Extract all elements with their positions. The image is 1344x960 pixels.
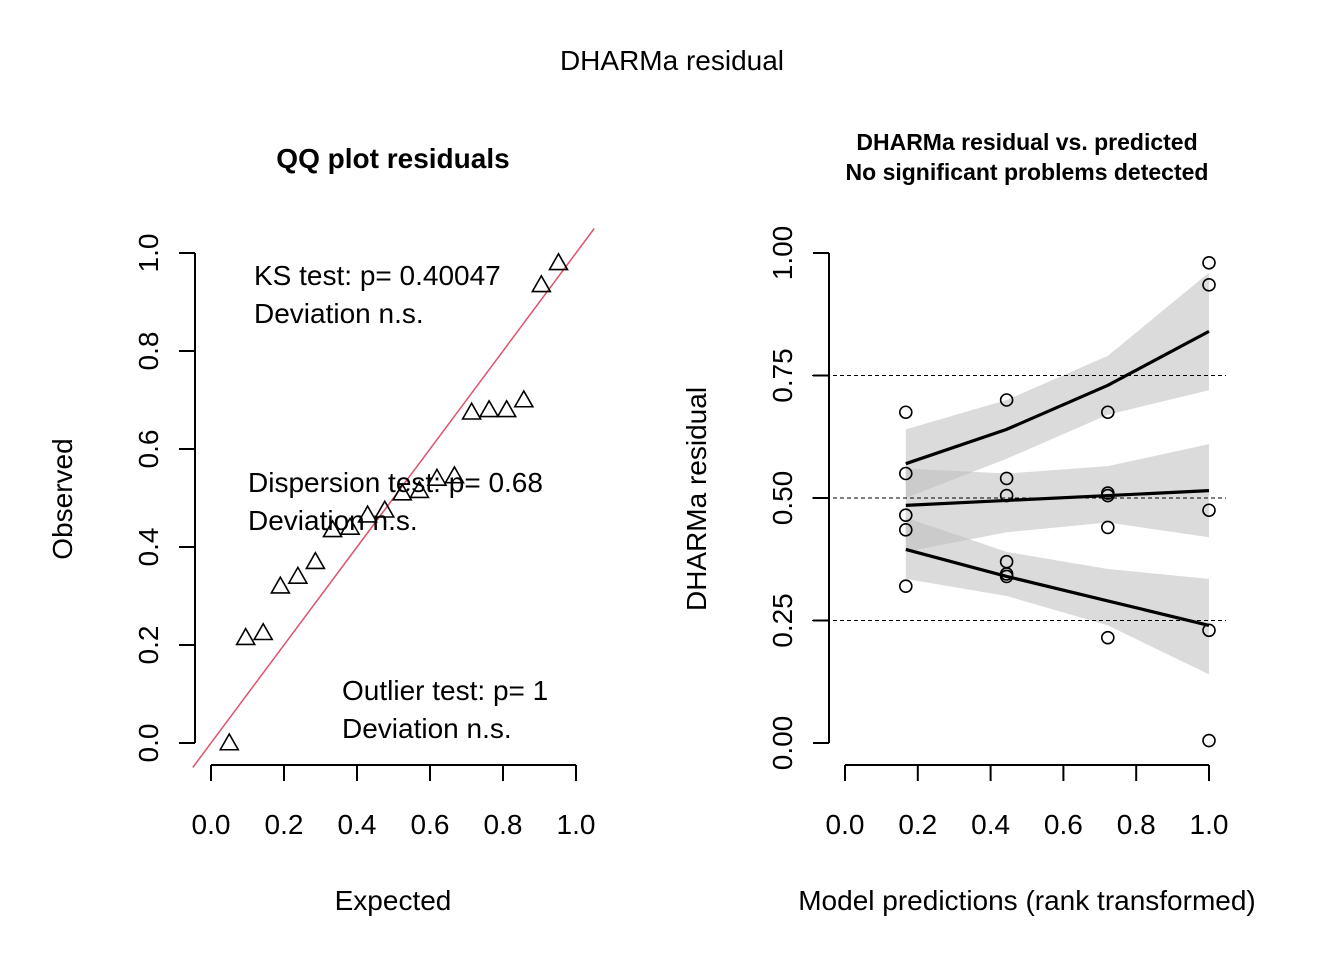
residual-point [999, 393, 1014, 407]
qq-point [461, 401, 482, 420]
qq-y-tick-label: 0.2 [133, 626, 164, 665]
qq-axes: 0.0 0.2 0.4 0.6 0.8 1.0 0.0 0.2 0.4 0.6 0.8 1.0 [133, 234, 595, 840]
qq-point [287, 565, 309, 584]
residual-points [898, 255, 1216, 748]
quantile-fit-line [905, 329, 1210, 466]
quantile-band [905, 272, 1209, 498]
qq-point [530, 274, 552, 293]
residual-point [1101, 488, 1115, 503]
residual-plot-title-line1: DHARMa residual vs. predicted [856, 129, 1197, 155]
qq-test-annotations: KS test: p= 0.40047 Deviation n.s. Dispers… [248, 260, 548, 744]
residual-x-tick-label: 0.4 [971, 809, 1010, 840]
qq-test-deviation: Deviation n.s. [254, 298, 424, 329]
qq-y-axis-label: Observed [47, 438, 78, 559]
residual-y-tick-label: 0.25 [767, 593, 798, 648]
residual-y-tick-label: 1.00 [767, 226, 798, 281]
residual-point [999, 569, 1014, 584]
qq-test-result: KS test: p= 0.40047 [254, 260, 501, 291]
quantile-fit-lines [905, 329, 1210, 627]
qq-point [218, 732, 240, 751]
qq-y-tick-label: 0.6 [133, 430, 164, 469]
qq-points [218, 252, 569, 751]
qq-test-deviation: Deviation n.s. [342, 713, 512, 744]
qq-plot-title: QQ plot residuals [276, 143, 509, 174]
qq-point [426, 467, 448, 486]
residual-y-tick-label: 0.75 [767, 348, 798, 403]
residual-point [1101, 520, 1115, 535]
residual-point [1101, 405, 1115, 420]
residual-point [898, 579, 913, 594]
qq-x-tick-label: 0.2 [265, 809, 304, 840]
quantile-band [905, 517, 1209, 675]
residual-plot-title-line2: No significant problems detected [846, 159, 1209, 185]
qq-point [548, 252, 569, 271]
residual-point [898, 405, 913, 420]
qq-x-axis-label: Expected [335, 885, 452, 916]
residual-point [898, 523, 913, 537]
qq-y-tick-label: 1.0 [133, 234, 164, 273]
qq-point [496, 399, 518, 418]
qq-test-deviation: Deviation n.s. [248, 505, 418, 536]
residual-point [999, 488, 1014, 503]
residual-x-tick-label: 0.6 [1044, 809, 1083, 840]
qq-y-tick-label: 0.4 [133, 528, 164, 567]
qq-x-tick-label: 0.0 [192, 809, 231, 840]
qq-point [252, 622, 274, 641]
residual-x-tick-label: 1.0 [1190, 809, 1229, 840]
residual-x-tick-label: 0.8 [1117, 809, 1156, 840]
qq-point [409, 480, 430, 499]
residual-y-tick-label: 0.00 [767, 716, 798, 771]
qq-point [513, 389, 535, 408]
residual-point [898, 508, 913, 522]
residual-point [1202, 278, 1216, 292]
residual-vs-predicted-panel: DHARMa residual vs. predicted No signifi… [681, 129, 1256, 916]
residual-x-tick-label: 0.2 [898, 809, 937, 840]
qq-point [322, 519, 343, 538]
quantile-fit-line [905, 489, 1210, 507]
qq-plot-panel: QQ plot residuals Expected Observed 0.0 0… [47, 143, 595, 916]
qq-x-tick-label: 0.6 [411, 809, 450, 840]
qq-test-result: Outlier test: p= 1 [342, 675, 548, 706]
qq-point [339, 516, 361, 535]
reference-hlines [812, 375, 1226, 621]
qq-x-tick-label: 1.0 [557, 809, 596, 840]
residual-point [1202, 503, 1216, 518]
residual-y-tick-label: 0.50 [767, 471, 798, 526]
qq-point [235, 627, 257, 646]
residual-y-axis-label: DHARMa residual [681, 387, 712, 611]
qq-point [478, 399, 500, 418]
residual-point [1202, 733, 1216, 748]
qq-point [357, 504, 378, 523]
residual-point [898, 466, 913, 481]
qq-y-tick-label: 0.8 [133, 332, 164, 371]
qq-point [374, 499, 396, 518]
qq-y-tick-label: 0.0 [133, 724, 164, 763]
qq-point [269, 575, 291, 594]
qq-x-tick-label: 0.8 [484, 809, 523, 840]
qq-test-result: Dispersion test: p= 0.68 [248, 467, 543, 498]
residual-point [999, 471, 1014, 486]
qq-point [391, 482, 413, 501]
residual-axes: 0.0 0.2 0.4 0.6 0.8 1.0 0.00 0.25 0.50 0.75 1.00 [767, 226, 1228, 840]
residual-x-axis-label: Model predictions (rank transformed) [798, 885, 1256, 916]
quantile-fit-line [905, 547, 1210, 627]
residual-point [1202, 623, 1216, 638]
residual-x-tick-label: 0.0 [826, 809, 865, 840]
residual-point [1101, 630, 1115, 645]
qq-point [444, 465, 465, 484]
qq-x-tick-label: 0.4 [338, 809, 377, 840]
residual-point [1202, 255, 1216, 270]
figure-title: DHARMa residual [560, 45, 784, 76]
qq-point [305, 551, 326, 570]
